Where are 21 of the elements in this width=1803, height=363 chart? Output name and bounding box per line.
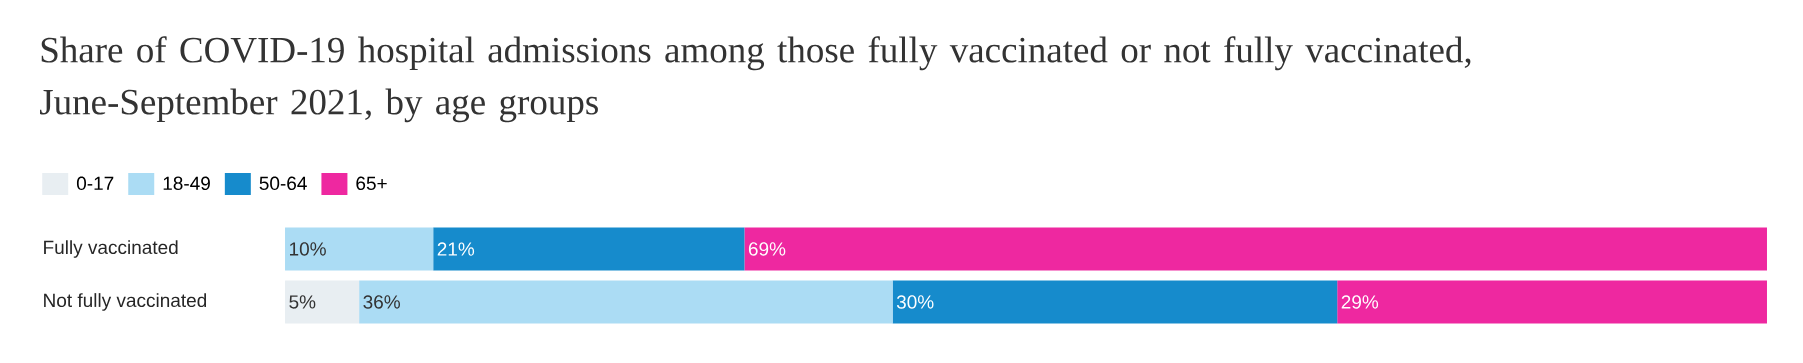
bar — [285, 227, 434, 271]
bar — [1337, 280, 1767, 324]
data-label: 29% — [1341, 295, 1379, 309]
data-label: 69% — [748, 242, 786, 256]
data-label: 30% — [896, 295, 934, 309]
legend-label: 0-17 — [76, 176, 114, 191]
legend-label: 18-49 — [163, 176, 210, 191]
bar — [744, 227, 1767, 271]
bar — [285, 280, 360, 324]
data-label: 5% — [289, 295, 316, 309]
bar — [433, 227, 745, 271]
data-label: 21% — [437, 242, 475, 256]
y-tick-label: Fully vaccinated — [44, 240, 178, 258]
bar — [892, 280, 1338, 324]
chart-title: Share of COVID-19 hospital admissions among those fully vaccinated or not fully vaccinated, June-September 2021, by age groups — [40, 36, 1471, 123]
data-label: 10% — [290, 242, 326, 256]
data-label: 36% — [363, 295, 400, 309]
legend-label: 50-64 — [259, 176, 307, 191]
legend-label: 65+ — [356, 176, 387, 191]
bar — [359, 280, 893, 324]
y-tick-label: Not fully vaccinated — [44, 293, 207, 311]
